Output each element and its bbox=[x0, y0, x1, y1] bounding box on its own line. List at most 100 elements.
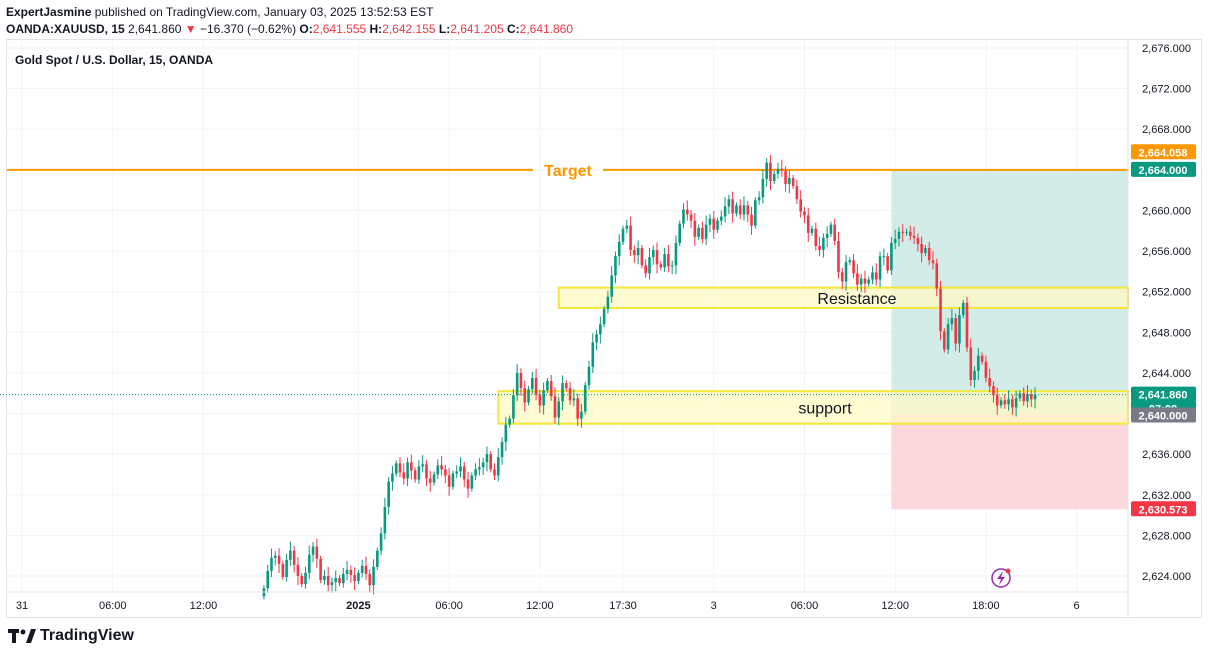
x-tick-label: 31 bbox=[16, 600, 28, 612]
candle-body bbox=[1022, 393, 1025, 402]
candle-body bbox=[633, 250, 636, 256]
candle-body bbox=[640, 248, 644, 266]
x-tick-label: 06:00 bbox=[791, 600, 819, 612]
candle-body bbox=[561, 383, 564, 402]
candle-body bbox=[712, 218, 716, 230]
candle-body bbox=[814, 228, 818, 246]
candle-body bbox=[852, 260, 855, 274]
publish-info: published on TradingView.com, January 03… bbox=[94, 5, 434, 19]
candle-body bbox=[856, 273, 859, 285]
candle-body bbox=[281, 563, 285, 578]
candle-body bbox=[406, 462, 409, 479]
candle-body bbox=[519, 372, 523, 389]
candle-body bbox=[905, 231, 908, 233]
x-tick-label: 17:30 bbox=[609, 600, 637, 612]
candle-body bbox=[481, 462, 485, 468]
candle-body bbox=[417, 466, 421, 480]
x-tick-label: 2025 bbox=[346, 600, 370, 612]
candle-body bbox=[655, 250, 659, 265]
target-label: Target bbox=[544, 163, 592, 180]
candle-body bbox=[565, 383, 568, 389]
chart-frame[interactable] bbox=[6, 39, 1202, 618]
price-axis-label-text: 2,664.058 bbox=[1139, 147, 1188, 159]
candle-body bbox=[515, 372, 519, 396]
candle-body bbox=[1033, 394, 1037, 400]
candle-body bbox=[788, 177, 791, 185]
candle-body bbox=[500, 441, 504, 458]
candle-body bbox=[364, 565, 368, 574]
candle-body bbox=[606, 296, 610, 309]
candle-body bbox=[493, 469, 496, 476]
candle-body bbox=[383, 506, 387, 534]
price-axis-label[interactable] bbox=[1131, 407, 1196, 423]
close-value: 2,641.860 bbox=[519, 22, 574, 36]
price-axis-label[interactable] bbox=[1131, 386, 1196, 402]
candle-body bbox=[723, 206, 727, 217]
candle-body bbox=[927, 248, 931, 261]
candle-body bbox=[447, 475, 451, 487]
candle-body bbox=[682, 209, 685, 224]
author-name[interactable]: ExpertJasmine bbox=[6, 5, 92, 19]
candle-body bbox=[379, 533, 383, 551]
candle-body bbox=[784, 170, 787, 185]
candle-body bbox=[995, 395, 999, 406]
x-tick-label: 18:00 bbox=[972, 600, 1000, 612]
candle-body bbox=[840, 272, 844, 282]
lightning-bolt-icon bbox=[997, 571, 1005, 585]
candle-body bbox=[969, 347, 973, 381]
candle-body bbox=[307, 554, 311, 573]
candle-body bbox=[523, 388, 527, 403]
candle-body bbox=[663, 254, 666, 268]
candle-body bbox=[803, 211, 806, 216]
candle-body bbox=[912, 235, 916, 238]
candle-body bbox=[701, 227, 704, 239]
price-axis-label[interactable] bbox=[1131, 501, 1196, 517]
candle-body bbox=[334, 578, 338, 583]
x-tick-label: 3 bbox=[711, 600, 717, 612]
price-axis-label[interactable] bbox=[1131, 144, 1196, 160]
last-price: 2,641.860 bbox=[128, 22, 182, 36]
price-axis-label[interactable] bbox=[1131, 161, 1196, 177]
candle-body bbox=[273, 555, 277, 558]
x-tick-label: 12:00 bbox=[526, 600, 554, 612]
candle-body bbox=[685, 209, 689, 215]
candle-body bbox=[602, 308, 606, 325]
candle-body bbox=[776, 168, 780, 174]
candle-body bbox=[292, 550, 296, 565]
y-tick-label: 2,628.000 bbox=[1142, 530, 1191, 542]
lightning-icon[interactable] bbox=[991, 568, 1011, 588]
candle-body bbox=[848, 260, 852, 263]
candle-body bbox=[300, 576, 304, 585]
candle-body bbox=[674, 242, 678, 266]
candle-body bbox=[871, 272, 874, 280]
candle-body bbox=[735, 205, 738, 214]
candle-body bbox=[965, 302, 969, 348]
x-tick-label: 06:00 bbox=[435, 600, 463, 612]
candle-body bbox=[323, 576, 326, 581]
candle-body bbox=[496, 457, 500, 476]
candle-body bbox=[455, 471, 458, 474]
low-label: L: bbox=[438, 22, 451, 36]
candle-body bbox=[338, 578, 341, 584]
candle-body bbox=[394, 463, 398, 474]
y-tick-label: 2,676.000 bbox=[1142, 43, 1191, 55]
candle-body bbox=[644, 265, 647, 274]
candle-body bbox=[266, 570, 269, 589]
candle-body bbox=[462, 466, 466, 480]
candle-body bbox=[973, 370, 976, 381]
loss-zone[interactable] bbox=[891, 413, 1128, 510]
candle-body bbox=[999, 400, 1003, 406]
candle-body bbox=[489, 454, 493, 470]
candle-body bbox=[716, 220, 719, 230]
tradingview-footer[interactable]: TradingView bbox=[8, 627, 134, 645]
candle-body bbox=[342, 573, 345, 584]
candle-body bbox=[444, 469, 447, 476]
candle-body bbox=[621, 228, 625, 242]
candle-body bbox=[931, 260, 935, 264]
candle-body bbox=[765, 162, 768, 179]
candle-body bbox=[413, 470, 417, 480]
candle-body bbox=[667, 254, 670, 267]
candle-body bbox=[863, 278, 867, 284]
candle-body bbox=[958, 315, 961, 344]
